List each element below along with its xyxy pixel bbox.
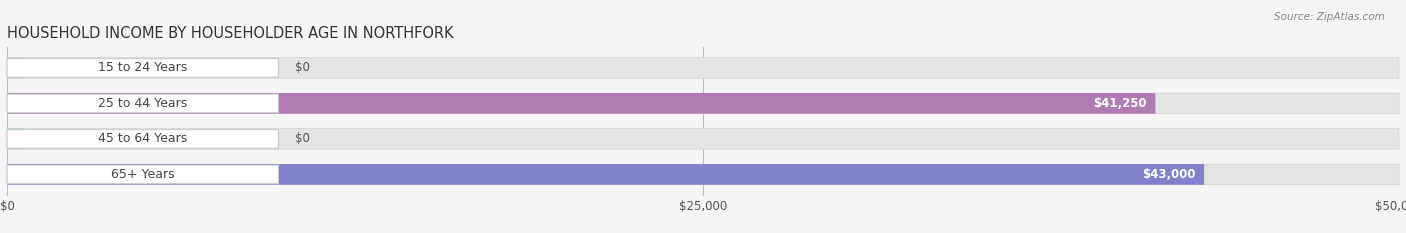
Text: Source: ZipAtlas.com: Source: ZipAtlas.com bbox=[1274, 12, 1385, 22]
Text: $0: $0 bbox=[295, 62, 311, 74]
Text: 25 to 44 Years: 25 to 44 Years bbox=[98, 97, 187, 110]
FancyBboxPatch shape bbox=[7, 165, 278, 184]
Text: HOUSEHOLD INCOME BY HOUSEHOLDER AGE IN NORTHFORK: HOUSEHOLD INCOME BY HOUSEHOLDER AGE IN N… bbox=[7, 26, 454, 41]
FancyBboxPatch shape bbox=[7, 58, 1399, 78]
Text: $0: $0 bbox=[295, 132, 311, 145]
Text: 65+ Years: 65+ Years bbox=[111, 168, 174, 181]
FancyBboxPatch shape bbox=[7, 129, 1399, 149]
FancyBboxPatch shape bbox=[7, 93, 1399, 114]
FancyBboxPatch shape bbox=[7, 164, 1399, 185]
Text: 45 to 64 Years: 45 to 64 Years bbox=[98, 132, 187, 145]
FancyBboxPatch shape bbox=[7, 130, 278, 148]
FancyBboxPatch shape bbox=[7, 58, 24, 78]
FancyBboxPatch shape bbox=[7, 93, 1156, 114]
Text: 15 to 24 Years: 15 to 24 Years bbox=[98, 62, 187, 74]
Text: $43,000: $43,000 bbox=[1142, 168, 1195, 181]
FancyBboxPatch shape bbox=[7, 94, 278, 113]
FancyBboxPatch shape bbox=[7, 59, 278, 77]
FancyBboxPatch shape bbox=[7, 129, 24, 149]
FancyBboxPatch shape bbox=[7, 164, 1204, 185]
Text: $41,250: $41,250 bbox=[1094, 97, 1147, 110]
